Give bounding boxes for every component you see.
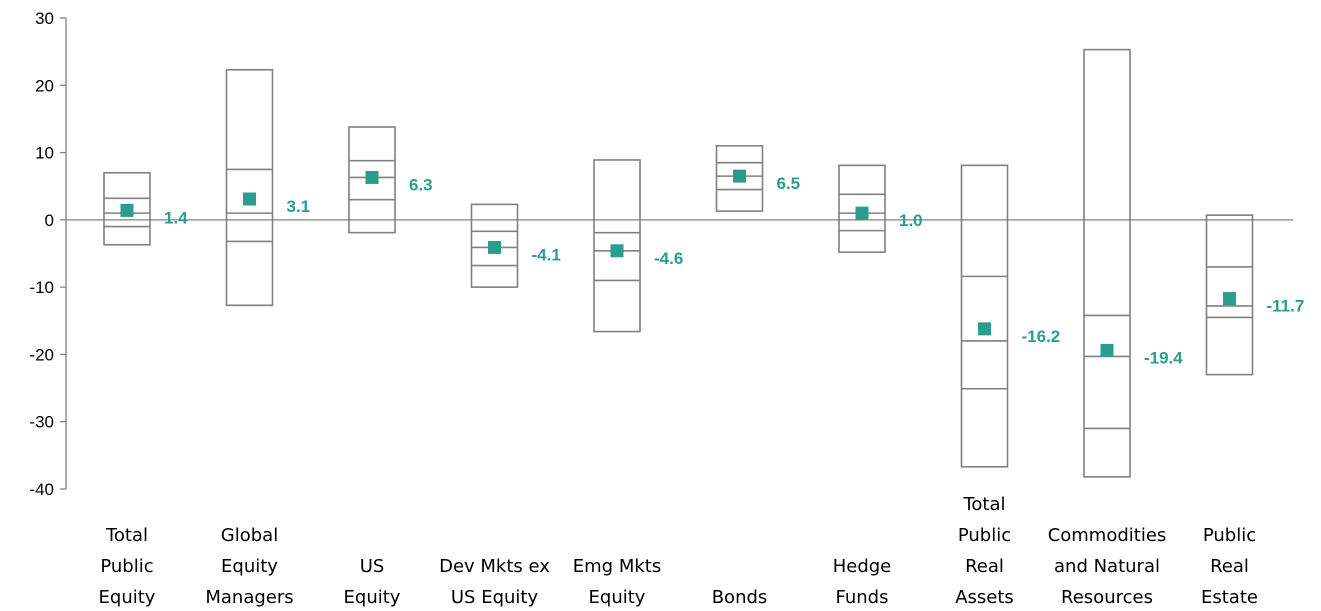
category-label: Assets — [955, 587, 1014, 608]
value-marker — [120, 203, 134, 217]
y-tick-label: -20 — [29, 345, 54, 364]
value-marker — [978, 322, 991, 336]
value-marker — [1100, 343, 1114, 357]
y-tick-label: 10 — [35, 144, 54, 163]
category-label: Equity — [589, 587, 646, 608]
data-label: -11.7 — [1267, 297, 1305, 316]
data-label: 3.1 — [287, 197, 311, 216]
category-label: and Natural — [1054, 556, 1160, 577]
data-label: 6.3 — [409, 175, 433, 194]
category-label: Total — [962, 494, 1005, 515]
category-label: Resources — [1061, 587, 1153, 608]
data-label: -4.1 — [532, 245, 561, 264]
category-label: Dev Mkts ex — [439, 556, 550, 577]
category-label: Estate — [1201, 587, 1258, 608]
value-marker — [855, 206, 869, 220]
category-label: US — [360, 556, 385, 577]
value-marker — [733, 169, 746, 183]
data-label: 1.4 — [164, 208, 188, 227]
range-box — [838, 164, 886, 253]
category-label: Equity — [221, 556, 278, 577]
y-tick-label: -10 — [29, 278, 54, 297]
box-layer — [103, 48, 1254, 478]
value-marker — [365, 170, 379, 184]
range-box — [1205, 214, 1254, 376]
category-label: Funds — [836, 587, 889, 608]
range-box — [593, 159, 641, 333]
axis-layer: 30 20 10 0 -10 -20 -30 -40 — [29, 9, 1293, 499]
range-box — [960, 164, 1009, 468]
label-layer: 1.4 Total Public Equity 3.1 Global Equity Manag… — [99, 174, 1305, 608]
value-marker — [243, 192, 256, 206]
category-label: Public — [1203, 525, 1256, 546]
data-label: -16.2 — [1022, 327, 1061, 346]
category-label: Real — [1210, 556, 1249, 577]
category-label: Hedge — [833, 556, 892, 577]
range-box — [348, 126, 396, 234]
y-tick-label: 30 — [35, 9, 54, 28]
category-label: Total — [105, 525, 148, 546]
value-marker — [488, 240, 501, 254]
y-tick-label: 20 — [35, 76, 54, 95]
y-tick-label: -30 — [29, 413, 54, 432]
data-label: -4.6 — [654, 249, 683, 268]
category-label: Equity — [344, 587, 401, 608]
range-box — [103, 171, 151, 246]
range-box — [225, 69, 274, 307]
y-tick-label: -40 — [29, 480, 54, 499]
value-marker — [1223, 292, 1236, 306]
value-marker — [610, 244, 624, 258]
range-box — [470, 203, 519, 288]
category-label: Public — [100, 556, 153, 577]
y-tick-label: 0 — [45, 211, 54, 230]
category-label: Equity — [99, 587, 156, 608]
category-label: US Equity — [451, 587, 539, 608]
range-box — [715, 145, 764, 212]
category-label: Managers — [205, 587, 293, 608]
range-box — [1083, 48, 1131, 478]
data-label: 1.0 — [899, 211, 923, 230]
data-label: 6.5 — [777, 174, 801, 193]
category-label: Real — [965, 556, 1004, 577]
category-label: Public — [958, 525, 1011, 546]
category-label: Commodities — [1048, 525, 1167, 546]
category-label: Emg Mkts — [573, 556, 661, 577]
category-label: Bonds — [712, 587, 768, 608]
category-label: Global — [221, 525, 278, 546]
data-label: -19.4 — [1144, 348, 1183, 367]
